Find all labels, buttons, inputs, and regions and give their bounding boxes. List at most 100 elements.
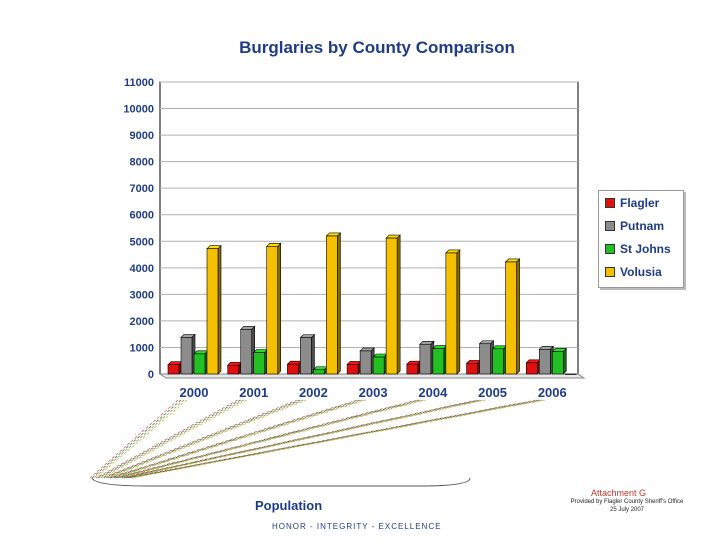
population-line xyxy=(107,399,358,479)
bar-putnam xyxy=(479,343,491,375)
bar-st-johns xyxy=(492,348,504,375)
legend-label: Flagler xyxy=(620,195,660,210)
population-line xyxy=(101,399,298,479)
bar-side xyxy=(562,347,567,375)
x-tick-label: 2002 xyxy=(299,385,328,400)
y-tick-label: 8000 xyxy=(130,157,154,169)
legend-label: Putnam xyxy=(620,218,665,233)
bar-side xyxy=(456,249,461,375)
chart-floor xyxy=(158,373,586,379)
bar-flagler xyxy=(227,364,240,375)
y-tick-label: 1000 xyxy=(130,342,154,354)
legend-swatch-flagler xyxy=(605,197,615,208)
population-line xyxy=(109,399,361,479)
bar-side xyxy=(396,234,401,375)
legend-swatch-putnam xyxy=(605,220,615,231)
population-line xyxy=(131,399,546,479)
x-tick-label: 2003 xyxy=(359,385,388,400)
bar-st-johns xyxy=(313,369,325,375)
legend-swatch-st-johns xyxy=(605,243,615,254)
population-line xyxy=(119,399,477,479)
bar-volusia xyxy=(385,237,398,375)
population-line xyxy=(103,399,301,479)
bar-volusia xyxy=(445,252,458,375)
y-tick-label: 11000 xyxy=(124,77,154,89)
population-line xyxy=(99,399,244,479)
bar-putnam xyxy=(300,337,312,375)
y-tick-label: 2000 xyxy=(130,316,154,328)
population-line xyxy=(95,399,238,479)
bar-flagler xyxy=(466,363,478,375)
bar-st-johns xyxy=(551,351,564,375)
population-line xyxy=(117,399,423,479)
population-brace xyxy=(91,477,471,487)
bar-putnam xyxy=(180,337,193,375)
bar-side xyxy=(516,258,520,375)
y-tick-label: 4000 xyxy=(130,263,154,275)
bar-flagler xyxy=(167,364,180,375)
population-line xyxy=(129,399,543,479)
population-line xyxy=(107,399,307,479)
bar-volusia xyxy=(505,261,517,375)
legend-label: St Johns xyxy=(620,241,671,256)
y-tick-label: 5000 xyxy=(130,236,154,248)
population-line xyxy=(111,399,364,479)
bar-side xyxy=(311,333,315,375)
population-line xyxy=(91,399,182,479)
population-line xyxy=(97,399,241,479)
bar-putnam xyxy=(359,350,372,375)
bar-side xyxy=(277,242,282,375)
bar-flagler xyxy=(287,363,299,375)
bar-side xyxy=(217,244,222,375)
bar-volusia xyxy=(326,235,338,375)
population-line xyxy=(105,399,304,479)
y-tick-label: 0 xyxy=(148,369,154,381)
bar-putnam xyxy=(538,349,551,375)
population-line xyxy=(115,399,420,479)
y-tick-label: 9000 xyxy=(130,130,154,142)
population-line xyxy=(113,399,367,479)
y-tick-label: 10000 xyxy=(123,104,154,116)
provided-by-text: Provided by Flagler County Sheriff's Off… xyxy=(570,499,684,505)
population-line xyxy=(125,399,486,479)
x-tick-label: 2006 xyxy=(538,385,567,400)
chart-legend: Flagler Putnam St Johns Volusia xyxy=(598,190,684,288)
bar-volusia xyxy=(266,246,279,375)
bar-st-johns xyxy=(432,348,445,375)
bar-st-johns xyxy=(372,356,385,375)
population-line xyxy=(125,399,537,479)
population-line xyxy=(123,399,483,479)
legend-item-st-johns: St Johns xyxy=(599,237,683,260)
legend-label: Volusia xyxy=(620,264,662,279)
attachment-label: Attachment G xyxy=(591,488,647,498)
legend-swatch-volusia xyxy=(605,266,615,277)
bar-volusia xyxy=(564,373,577,375)
x-tick-label: 2001 xyxy=(239,385,268,400)
bar-flagler xyxy=(525,362,538,375)
bar-flagler xyxy=(406,363,419,375)
y-tick-label: 3000 xyxy=(130,289,154,301)
motto-text: HONOR - INTEGRITY - EXCELLENCE xyxy=(272,522,442,531)
x-tick-label: 2005 xyxy=(478,385,507,400)
legend-item-putnam: Putnam xyxy=(599,214,683,237)
population-line xyxy=(101,399,247,479)
legend-item-volusia: Volusia xyxy=(599,260,683,283)
bar-putnam xyxy=(240,329,253,375)
bar-volusia xyxy=(206,248,219,375)
population-line xyxy=(93,399,185,479)
provided-by-note: Provided by Flagler County Sheriff's Off… xyxy=(552,498,702,514)
bar-side xyxy=(337,232,341,375)
provided-date-text: 25 July 2007 xyxy=(609,507,645,513)
legend-item-flagler: Flagler xyxy=(599,191,683,214)
population-line xyxy=(113,399,417,479)
chart-title: Burglaries by County Comparison xyxy=(239,38,515,57)
bar-putnam xyxy=(419,343,432,375)
x-tick-label: 2000 xyxy=(180,385,209,400)
population-line xyxy=(127,399,540,479)
y-tick-label: 7000 xyxy=(130,183,154,195)
y-tick-label: 6000 xyxy=(130,210,154,222)
bar-flagler xyxy=(346,364,359,375)
bar-st-johns xyxy=(193,353,206,375)
x-tick-label: 2004 xyxy=(418,385,448,400)
